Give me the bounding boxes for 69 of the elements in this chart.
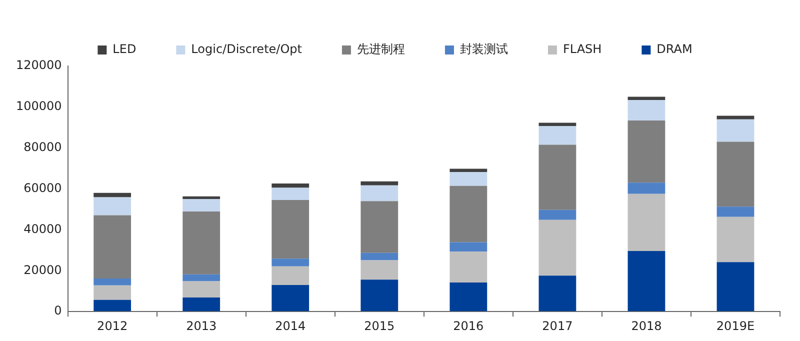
legend-label: FLASH: [562, 42, 602, 56]
x-tick-label: 2013: [186, 318, 217, 333]
bar: [628, 120, 666, 183]
bar: [182, 196, 220, 200]
bar: [450, 242, 488, 252]
legend-label: 封装测试: [460, 42, 508, 56]
bar: [538, 126, 576, 145]
bar: [360, 201, 398, 253]
bar: [272, 183, 310, 188]
bar: [538, 144, 576, 210]
bar: [182, 297, 220, 312]
y-tick-label: 120000: [16, 58, 62, 72]
bar: [538, 210, 576, 220]
bar: [94, 215, 132, 278]
bar: [450, 168, 488, 172]
bar: [360, 181, 398, 186]
bar: [360, 252, 398, 260]
bar: [716, 116, 754, 120]
bar: [538, 122, 576, 126]
bar: [360, 280, 398, 312]
bar: [272, 200, 310, 259]
x-tick-label: 2014: [275, 318, 306, 333]
bar: [450, 186, 488, 242]
bar: [538, 276, 576, 312]
y-tick-label: 20000: [24, 262, 62, 277]
y-tick-label: 60000: [24, 180, 62, 195]
bar: [94, 197, 132, 216]
y-tick-label: 100000: [16, 99, 62, 114]
y-tick-label: 40000: [24, 222, 62, 236]
bar: [360, 260, 398, 280]
bar: [450, 172, 488, 186]
bar: [628, 182, 666, 194]
bar: [628, 96, 666, 100]
legend-label: LED: [112, 42, 136, 56]
bar: [628, 194, 666, 252]
x-tick-label: 2015: [364, 318, 395, 333]
bar: [94, 300, 132, 312]
bar: [716, 206, 754, 217]
bar: [450, 282, 488, 312]
y-tick-label: 0: [54, 304, 62, 318]
bar: [628, 100, 666, 120]
x-tick-label: 2017: [542, 318, 573, 333]
bar: [716, 262, 754, 312]
bar: [716, 119, 754, 142]
bar: [272, 284, 310, 312]
bar: [272, 188, 310, 200]
bar: [182, 281, 220, 298]
bar: [272, 258, 310, 266]
x-tick-label: 2019E: [716, 318, 755, 333]
bar: [360, 185, 398, 202]
legend-label: 先进制程: [356, 42, 405, 56]
x-tick-label: 2016: [453, 318, 484, 333]
bar: [628, 251, 666, 312]
bar: [94, 278, 132, 286]
bar: [182, 212, 220, 274]
legend-label: Logic/Discrete/Opt: [191, 42, 302, 56]
bar: [716, 142, 754, 207]
y-tick-label: 80000: [24, 140, 62, 154]
bar: [94, 192, 132, 198]
legend-label: DRAM: [656, 42, 692, 56]
bar: [716, 216, 754, 262]
bar: [182, 199, 220, 212]
x-tick-label: 2018: [631, 318, 662, 333]
x-tick-label: 2012: [97, 318, 128, 333]
bar: [94, 285, 132, 300]
bar: [182, 274, 220, 282]
bar: [450, 252, 488, 283]
bar: [272, 266, 310, 285]
bar: [538, 220, 576, 276]
